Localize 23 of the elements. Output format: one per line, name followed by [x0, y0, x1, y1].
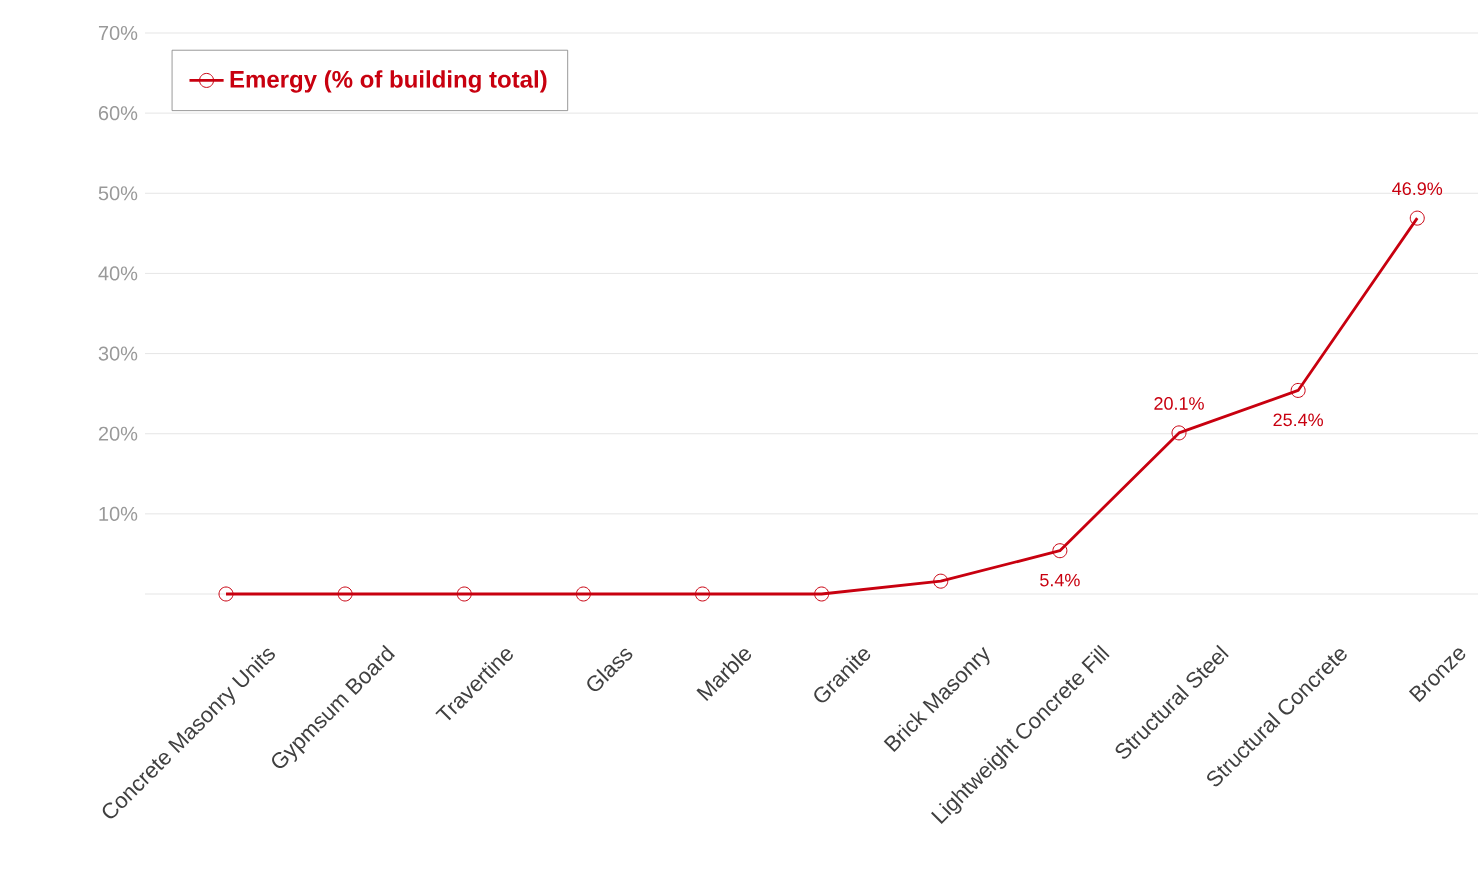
point [1290, 382, 1306, 398]
legend-label: Emergy (% of building total) [230, 70, 547, 93]
data-label: 46.9% [1392, 182, 1443, 196]
data-label: 20.1% [1154, 397, 1204, 410]
y-tick-label: 70% [98, 25, 138, 41]
point [1052, 543, 1068, 559]
y-tick-label: 50% [98, 186, 138, 201]
point [1171, 425, 1187, 441]
point [933, 573, 949, 589]
y-tick-label: 60% [98, 106, 138, 121]
y-tick-label: 30% [98, 346, 138, 361]
y-tick-label: 10% [99, 506, 138, 521]
data-label: 5.4% [1040, 573, 1080, 587]
data-label: 25.4% [1273, 413, 1324, 427]
point [814, 586, 830, 602]
point [218, 586, 234, 602]
point [337, 586, 353, 602]
point [695, 586, 711, 602]
point [456, 586, 472, 602]
y-tick-label: 40% [98, 266, 138, 281]
point [1409, 210, 1425, 226]
y-tick-label: 20% [98, 426, 138, 441]
point [575, 586, 591, 602]
